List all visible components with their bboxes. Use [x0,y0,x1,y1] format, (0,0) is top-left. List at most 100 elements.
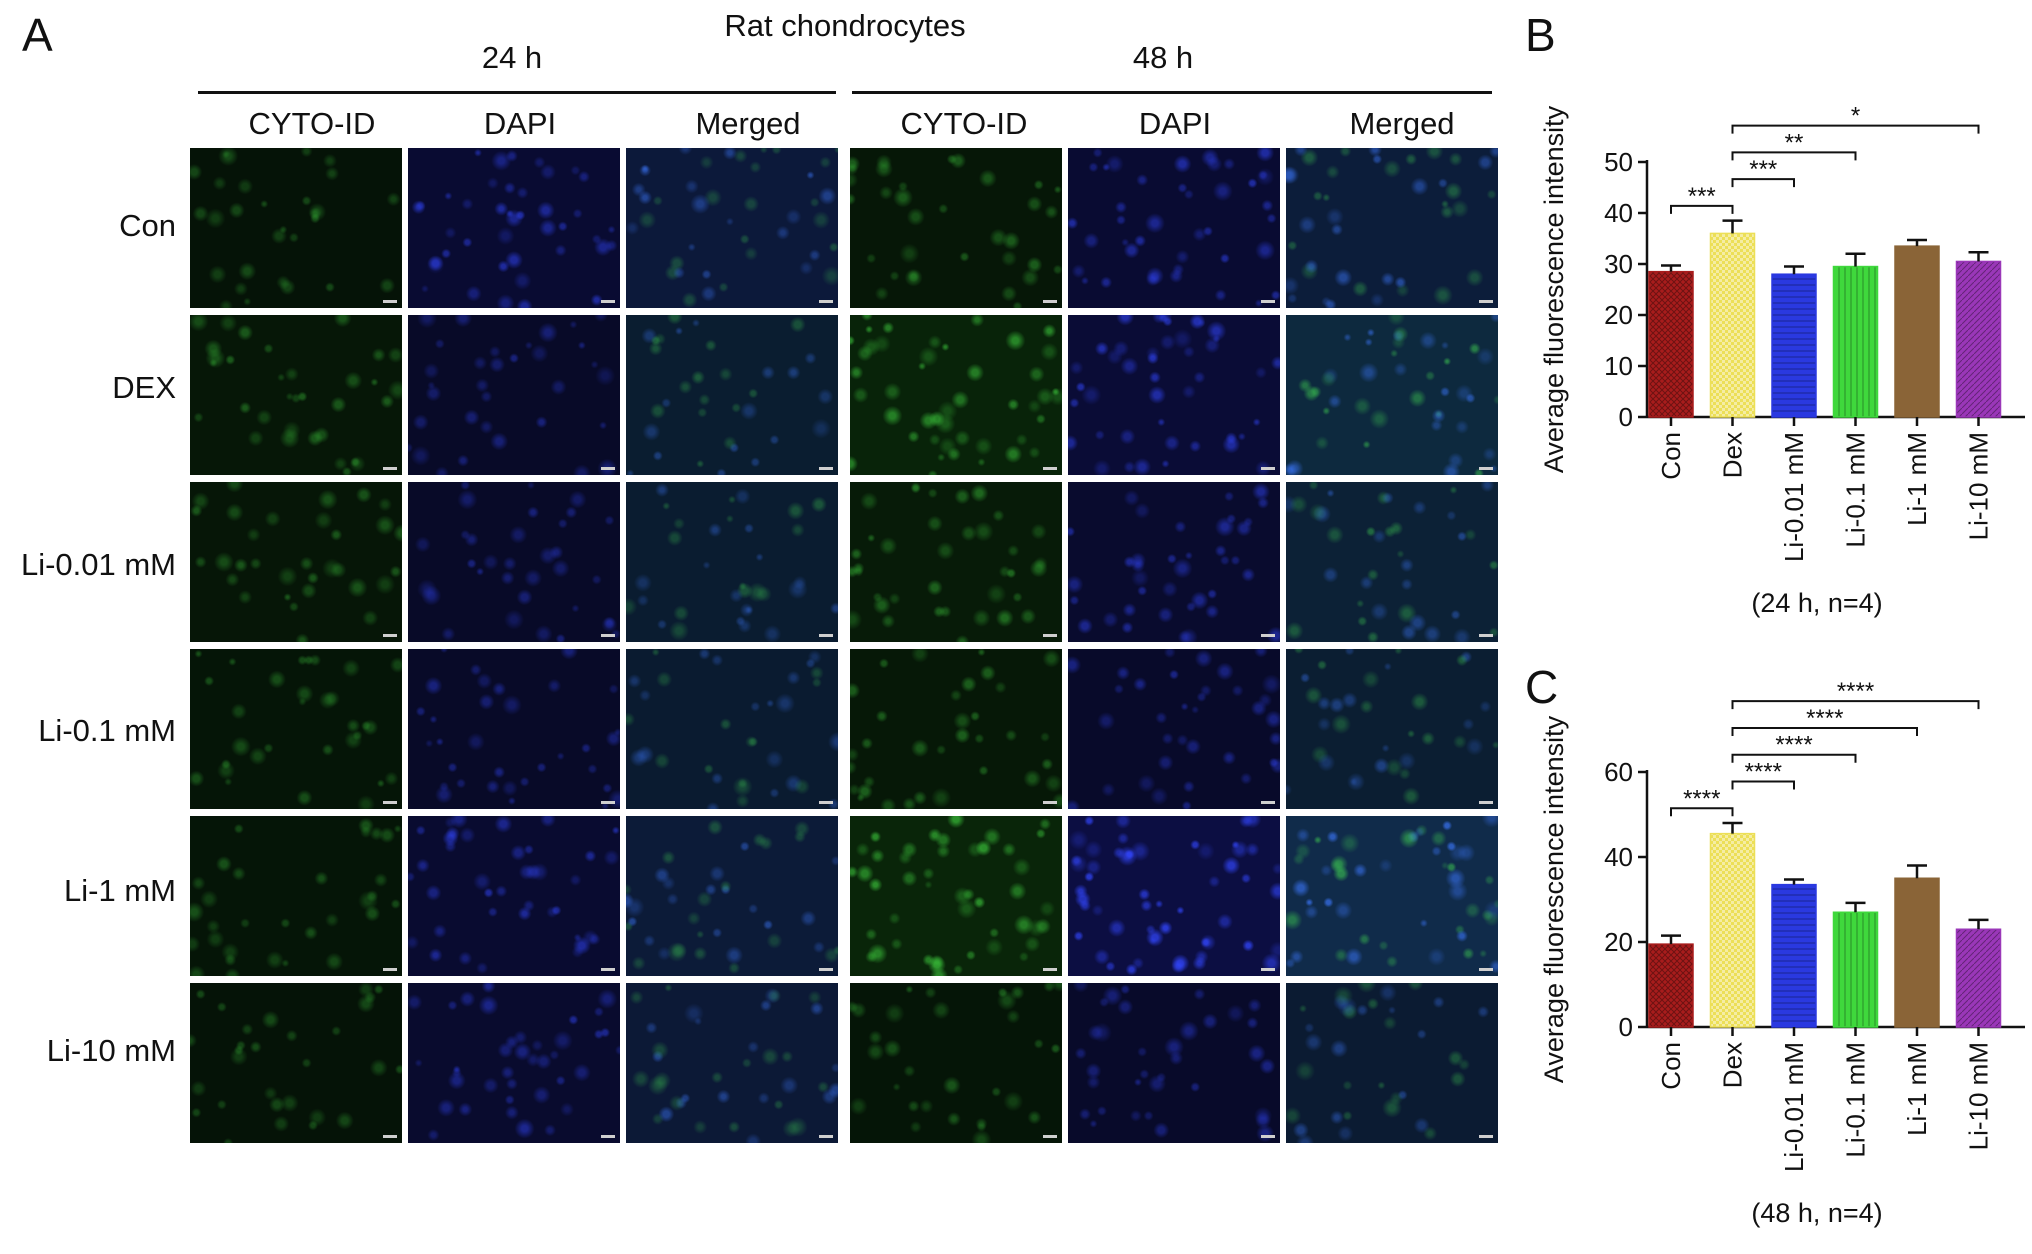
micrograph-li-0-01-mm-merged-48h [1286,482,1498,642]
significance-label-3: **** [1806,705,1843,732]
micrograph-dex-cyto-24h [190,315,402,475]
y-axis-label: Average fluorescence intensity [1539,105,1569,473]
scale-bar [1479,801,1493,804]
significance-bracket-1 [1731,178,1795,188]
significance-bracket-2 [1731,753,1857,763]
scale-bar [1479,1135,1493,1138]
significance-bracket-0 [1670,807,1734,817]
x-tick-label-4: Li-1 mM [1902,1042,1932,1136]
bar-5 [1955,928,2002,1028]
x-tick-label-4: Li-1 mM [1902,432,1932,526]
micrograph-li-0-01-mm-cyto-48h [850,482,1062,642]
significance-bracket-0 [1670,204,1734,214]
micrograph-li-10-mm-dapi-48h [1068,983,1280,1143]
significance-label-0: *** [1688,183,1716,210]
y-tick-label: 0 [1619,1012,1633,1042]
scale-bar [1261,801,1275,804]
y-tick-label: 10 [1604,351,1633,381]
scale-bar [601,1135,615,1138]
row-label-con: Con [119,208,176,243]
micrograph-li-10-mm-cyto-48h [850,983,1062,1143]
significance-label-4: **** [1837,678,1874,705]
micrograph-li-0-1-mm-cyto-24h [190,649,402,809]
timepoint-rule-24h [198,91,836,94]
scale-bar [819,634,833,637]
row-label-li-1: Li-1 mM [64,873,176,908]
micrograph-con-cyto-48h [850,148,1062,308]
row-label-dex: DEX [112,370,176,405]
micrograph-li-0-1-mm-dapi-48h [1068,649,1280,809]
micrograph-li-1-mm-dapi-24h [408,816,620,976]
scale-bar [819,801,833,804]
micrograph-con-dapi-24h [408,148,620,308]
bar-chart-24h: 0 10 20 30 40 50 Average fluorescence intensit… [1539,103,2025,618]
micrograph-con-merged-48h [1286,148,1498,308]
scale-bar [383,467,397,470]
micrograph-con-dapi-48h [1068,148,1280,308]
scale-bar [1479,467,1493,470]
y-tick-label: 20 [1604,927,1633,957]
significance-bracket-2 [1731,151,1857,161]
bar-3 [1832,265,1879,418]
bar-2 [1771,883,1817,1028]
micrograph-dex-dapi-48h [1068,315,1280,475]
y-tick-label: 60 [1604,757,1633,787]
sample-caption: (48 h, n=4) [1751,1198,1882,1228]
panel-letter-c: C [1525,661,1559,713]
micrograph-li-10-mm-dapi-24h [408,983,620,1143]
x-tick-label-0: Con [1656,432,1686,480]
significance-bracket-3 [1731,726,1918,736]
significance-label-1: *** [1749,156,1777,183]
significance-bracket-4 [1731,700,1980,710]
micrograph-li-1-mm-dapi-48h [1068,816,1280,976]
bar-0 [1648,943,1694,1028]
bar-1 [1709,832,1756,1028]
channel-header-dapi-48h: DAPI [1138,106,1212,141]
bar-3 [1832,911,1879,1028]
row-label-li-0-01: Li-0.01 mM [20,547,176,582]
scale-bar [1261,1135,1275,1138]
scale-bar [383,300,397,303]
micrograph-li-0-01-mm-dapi-48h [1068,482,1280,642]
micrograph-li-0-1-mm-merged-48h [1286,649,1498,809]
x-tick-label-0: Con [1656,1042,1686,1090]
bar-2 [1771,273,1817,418]
bar-chart-48h: 0 20 40 60 Average fluorescence intensity Con… [1539,678,2025,1228]
x-tick-label-1: Dex [1718,432,1748,478]
scale-bar [383,968,397,971]
timepoint-label-24h: 24 h [481,40,543,75]
significance-label-2: **** [1775,732,1812,759]
timepoint-label-48h: 48 h [1132,40,1194,75]
scale-bar [383,634,397,637]
bar-4 [1894,877,1940,1028]
scale-bar [1043,1135,1057,1138]
bar-1 [1709,232,1756,418]
y-tick-label: 40 [1604,842,1633,872]
scale-bar [601,634,615,637]
micrograph-li-0-1-mm-merged-24h [626,649,838,809]
scale-bar [819,1135,833,1138]
scale-bar [819,467,833,470]
row-label-li-0-1: Li-0.1 mM [38,713,176,748]
significance-label-0: **** [1683,785,1720,812]
x-tick-label-5: Li-10 mM [1964,432,1994,540]
bar-0 [1648,270,1694,418]
y-tick-label: 20 [1604,300,1633,330]
micrograph-li-1-mm-merged-48h [1286,816,1498,976]
y-axis-label: Average fluorescence intensity [1539,715,1569,1083]
scale-bar [383,1135,397,1138]
scale-bar [1261,467,1275,470]
panel-letter-b: B [1525,9,1556,61]
scale-bar [601,801,615,804]
scale-bar [1479,634,1493,637]
scale-bar [1261,634,1275,637]
scale-bar [1043,968,1057,971]
panel-a-title: Rat chondrocytes [724,8,966,43]
scale-bar [383,801,397,804]
micrograph-dex-merged-48h [1286,315,1498,475]
y-tick-label: 30 [1604,249,1633,279]
scale-bar [819,968,833,971]
scale-bar [601,968,615,971]
micrograph-li-0-01-mm-cyto-24h [190,482,402,642]
scale-bar [1043,801,1057,804]
